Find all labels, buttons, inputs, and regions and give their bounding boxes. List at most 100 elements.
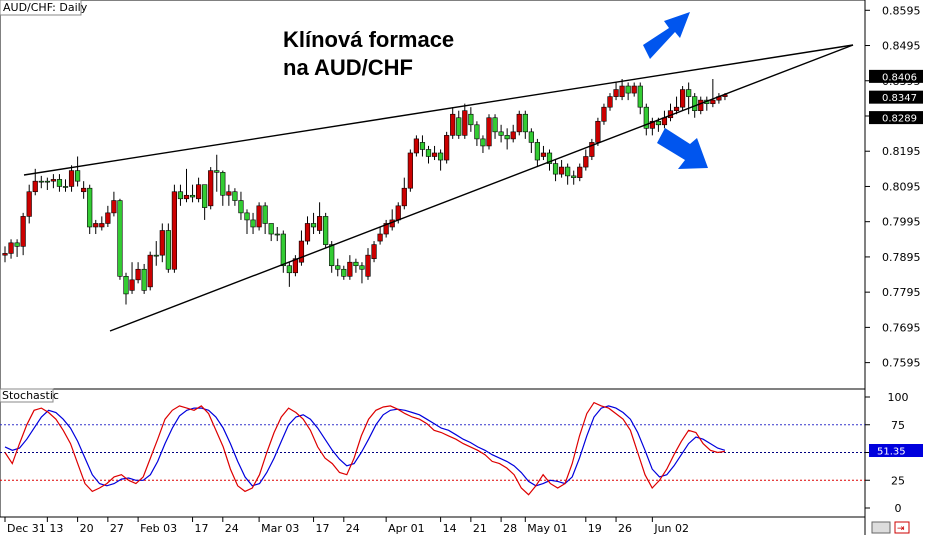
candle [202, 184, 208, 220]
symbol-label-box [0, 0, 82, 16]
candle [105, 205, 111, 227]
candle [649, 117, 655, 136]
upper-trendline [23, 44, 854, 176]
stoch-value-label: 51.35 [877, 447, 906, 458]
candle [419, 135, 426, 157]
candle [383, 219, 389, 238]
x-tick-label: 24 [225, 522, 239, 535]
x-tick-label: 24 [346, 522, 360, 535]
candle [262, 202, 268, 235]
candle [38, 175, 44, 189]
candle [698, 96, 704, 115]
candle [177, 184, 184, 206]
x-tick-label: 21 [473, 522, 487, 535]
candle [14, 239, 20, 257]
candle [468, 107, 474, 132]
x-tick-label: Feb 03 [140, 522, 177, 535]
symbol-label: AUD/CHF: Daily [3, 1, 88, 14]
candle [589, 138, 595, 161]
price-tag [869, 90, 923, 104]
candle [504, 128, 510, 150]
candle [431, 145, 438, 161]
scroll-end-button[interactable] [894, 521, 910, 534]
candle [365, 248, 371, 280]
candle [710, 78, 716, 108]
x-tick-label: 17 [316, 522, 330, 535]
candle [183, 168, 190, 203]
candle [87, 184, 93, 235]
lower-trendline [109, 44, 854, 332]
candle [359, 262, 365, 284]
candle [129, 262, 135, 294]
candle [528, 128, 534, 153]
candle [534, 138, 540, 168]
candle [20, 212, 26, 256]
x-tick-label: 19 [588, 522, 602, 535]
candle [673, 96, 680, 115]
candle [135, 262, 141, 284]
candle [159, 223, 165, 263]
x-tick-label: 27 [110, 522, 124, 535]
candle [214, 154, 220, 192]
stoch-y-tick-label: 25 [891, 474, 905, 487]
candle [540, 145, 547, 161]
candle [208, 167, 214, 210]
candle [56, 174, 63, 192]
candle [232, 188, 238, 206]
candle [268, 223, 274, 242]
scroll-fit-button[interactable] [871, 521, 891, 534]
candle [171, 184, 178, 273]
price-tag [869, 111, 923, 125]
candle [679, 86, 686, 111]
candle [335, 258, 341, 277]
candle [250, 212, 256, 235]
candle [280, 230, 286, 273]
stochastic-label: Stochastic [2, 389, 59, 402]
candle [552, 160, 559, 182]
x-tick-label: Apr 01 [388, 522, 425, 535]
candle [492, 114, 498, 139]
candle [601, 103, 607, 125]
y-tick-label: 0.8195 [882, 145, 921, 158]
stoch-y-tick-label: 75 [891, 419, 905, 432]
stoch-y-tick-label: 0 [895, 502, 902, 515]
candle [141, 263, 147, 294]
candle [577, 163, 583, 182]
candle [480, 135, 486, 153]
candle [437, 149, 444, 171]
candle [522, 110, 528, 139]
candle [474, 121, 480, 146]
arrow-right-icon: ⇥ [897, 524, 905, 534]
price-tag [869, 69, 923, 83]
candle [323, 212, 329, 249]
annotation-line-1: Klínová formace [283, 27, 454, 52]
x-tick-label: 14 [443, 522, 457, 535]
candle [286, 262, 292, 287]
candle [510, 124, 516, 143]
candle [353, 258, 359, 273]
candle [298, 230, 305, 266]
candle [546, 149, 553, 171]
x-tick-label: Dec 31 [7, 522, 46, 535]
stoch-k-line [4, 401, 725, 496]
stoch-value-tag [869, 444, 923, 458]
candle [347, 255, 353, 280]
arrow-up-right-icon [643, 12, 690, 59]
x-tick-label: May 01 [527, 522, 567, 535]
candle [196, 177, 202, 203]
candle [371, 241, 377, 263]
price-tag-label: 0.8406 [882, 72, 917, 83]
candle [425, 145, 432, 164]
x-tick-label: Jun 02 [653, 522, 689, 535]
y-tick-label: 0.7895 [882, 251, 921, 264]
candle [631, 82, 637, 97]
candle [153, 241, 159, 266]
candle [68, 165, 75, 192]
candle [117, 198, 123, 280]
y-tick-label: 0.7695 [882, 321, 921, 334]
candle [637, 82, 643, 115]
arrow-down-right-icon [657, 128, 708, 169]
stoch-y-tick-label: 100 [888, 391, 909, 404]
candle [407, 149, 413, 192]
